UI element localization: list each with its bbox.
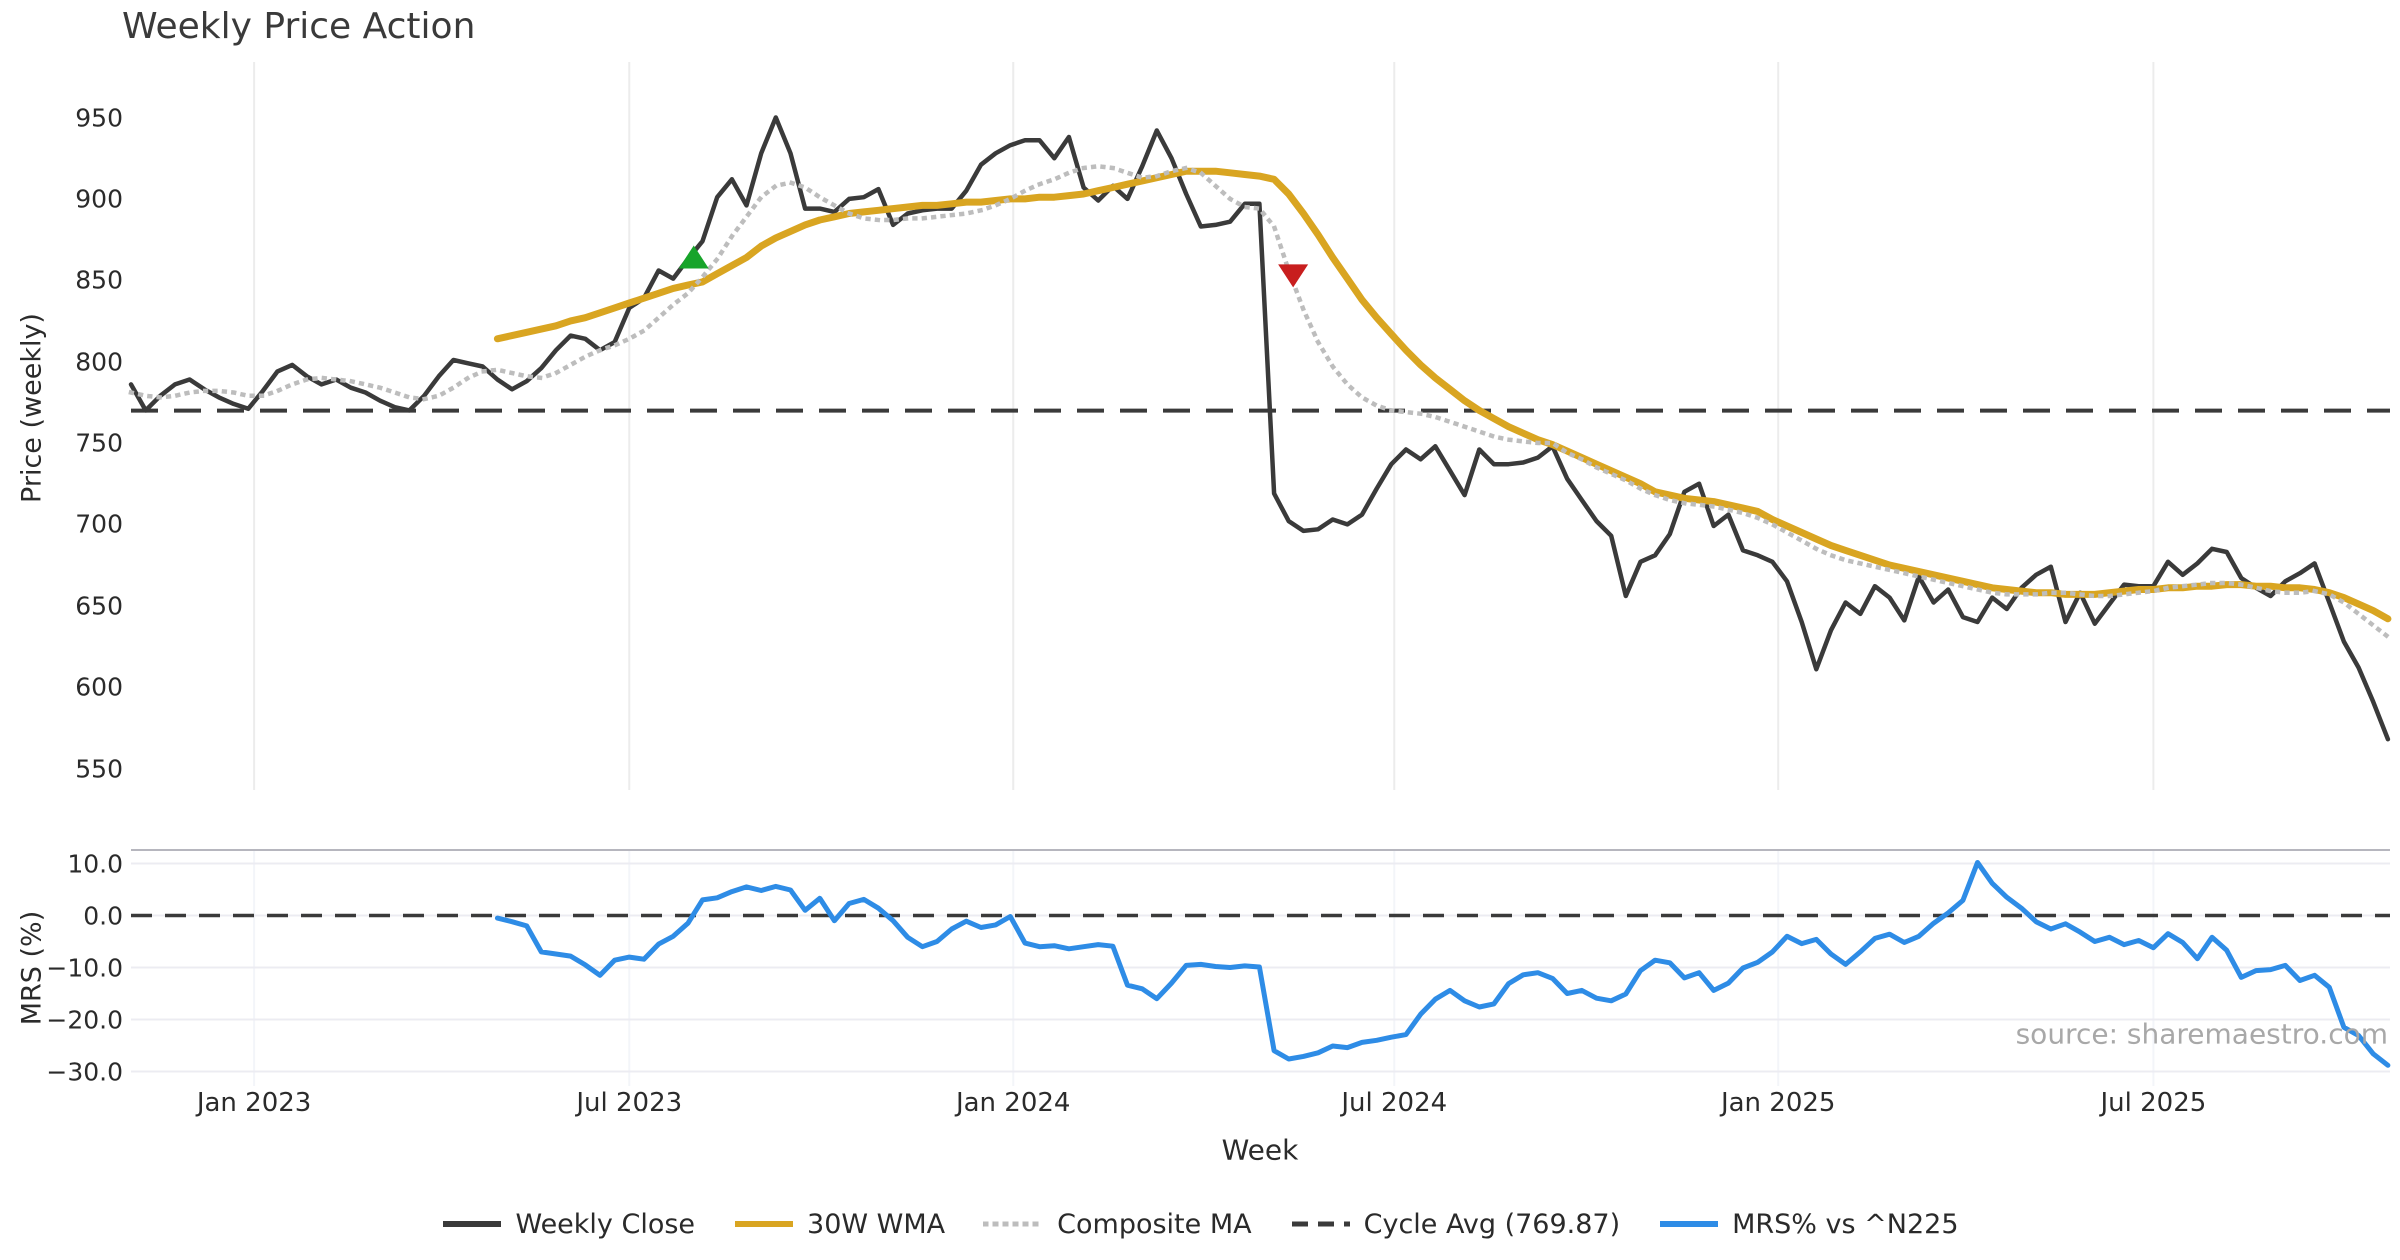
wma-line	[493, 167, 2392, 623]
mrs-line	[494, 860, 2391, 1068]
legend-label: Cycle Avg (769.87)	[1363, 1208, 1621, 1240]
legend: Weekly Close 30W WMA Composite MA Cycle Avg…	[0, 1200, 2400, 1248]
legend-item: Cycle Avg (769.87)	[1290, 1208, 1621, 1240]
sell-signal-marker	[1278, 264, 1309, 288]
price-y-tick-label: 550	[75, 754, 123, 783]
price-y-tick-label: 600	[75, 672, 123, 702]
price-y-tick-label: 900	[75, 184, 123, 214]
x-tick-label: Jan 2023	[196, 1088, 312, 1118]
legend-line-sample	[1291, 1221, 1350, 1227]
x-tick-label: Jul 2024	[1341, 1088, 1448, 1118]
source-note: source: sharemaestro.com	[2015, 1017, 2388, 1051]
legend-item: MRS% vs ^N225	[1658, 1208, 1959, 1240]
chart-title: Weekly Price Action	[122, 6, 476, 47]
legend-label: 30W WMA	[807, 1208, 946, 1240]
price-y-tick-label: 650	[75, 591, 123, 621]
x-tick-label: Jul 2023	[576, 1088, 683, 1118]
mrs-y-tick-label: −20.0	[46, 1005, 123, 1034]
legend-item: 30W WMA	[733, 1209, 945, 1240]
legend-line-sample	[1660, 1221, 1719, 1227]
x-tick-label: Jul 2025	[2100, 1088, 2207, 1118]
legend-line-sample	[735, 1221, 794, 1227]
legend-line-sample	[443, 1221, 502, 1227]
legend-label: MRS% vs ^N225	[1732, 1208, 1959, 1240]
weekly-close-line	[128, 115, 2391, 742]
price-y-tick-label: 700	[75, 509, 123, 539]
x-tick-label: Jan 2025	[1720, 1088, 1836, 1118]
buy-signal-marker	[678, 245, 709, 269]
x-tick-label: Jan 2024	[955, 1088, 1071, 1118]
legend-item: Composite MA	[983, 1208, 1252, 1240]
price-y-tick-label: 950	[75, 103, 123, 132]
mrs-y-tick-label: −30.0	[46, 1057, 123, 1086]
mrs-y-tick-label: 10.0	[67, 849, 123, 878]
mrs-y-tick-label: −10.0	[46, 953, 123, 982]
mrs-y-tick-label: 0.0	[83, 901, 123, 930]
legend-item: Weekly Close	[441, 1209, 695, 1240]
price-y-tick-label: 800	[75, 347, 123, 377]
price-y-tick-label: 850	[75, 265, 123, 295]
price-y-tick-label: 750	[75, 428, 123, 458]
legend-label: Weekly Close	[515, 1208, 696, 1240]
x-axis-label: Week	[1221, 1133, 1299, 1167]
legend-line-sample	[983, 1221, 1046, 1227]
legend-label: Composite MA	[1057, 1208, 1252, 1240]
